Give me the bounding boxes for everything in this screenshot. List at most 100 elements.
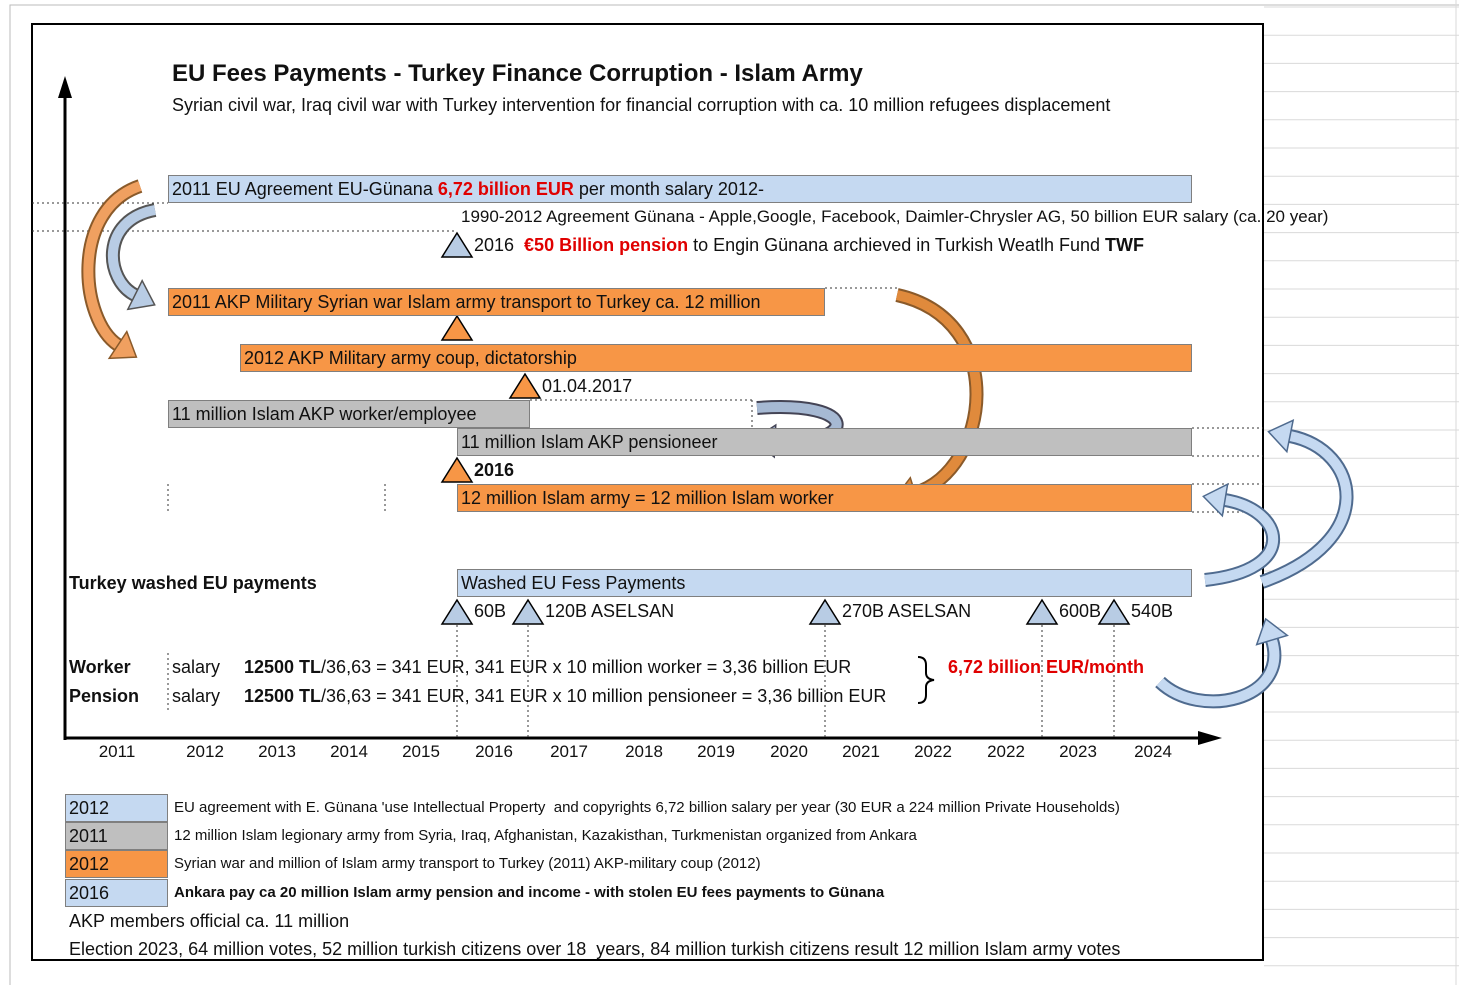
text-run: 12500 TL (244, 686, 322, 706)
legend-text: Syrian war and million of Islam army tra… (174, 855, 761, 873)
row-unit: salary (172, 657, 221, 677)
year-label: 2018 (625, 742, 663, 761)
text-run: 1990-2012 Agreement Günana - Apple,Googl… (461, 207, 1329, 226)
curved-arrow (1156, 638, 1280, 707)
bar-label: 2011 EU Agreement EU-Günana 6,72 billion… (172, 175, 764, 203)
marker-label: 540B (1131, 601, 1174, 621)
marker-label: 2016 (474, 456, 514, 484)
year-label: 2014 (330, 742, 368, 761)
text-run: 2011 EU Agreement EU-Günana (172, 179, 438, 199)
subtitle: Syrian civil war, Iraq civil war with Tu… (172, 95, 1111, 115)
arrow-head (1267, 419, 1295, 454)
marker-label: 2016 €50 Billion pension to Engin Günana… (474, 231, 1144, 259)
bar (168, 288, 825, 316)
curved-arrow-outline (895, 288, 984, 500)
text-run: to Engin Günana archieved in Turkish Wea… (688, 235, 1105, 255)
bar-label: 12 million Islam army = 12 million Islam… (461, 484, 834, 512)
salary-total: 6,72 billion EUR/month (948, 657, 1145, 677)
curved-arrow (107, 205, 157, 300)
marker-triangle (440, 231, 474, 258)
arrow-head (1255, 617, 1289, 646)
text-run: 12500 TL (244, 657, 322, 677)
legend-key (65, 794, 168, 822)
legend-key-label: 2011 (69, 826, 108, 847)
curved-arrow (1260, 431, 1352, 587)
text-run: 2016 (474, 460, 515, 480)
brace (917, 656, 935, 704)
legend-text: Ankara pay ca 20 million Islam army pens… (174, 883, 885, 901)
bar (240, 344, 1192, 372)
year-label: 2017 (550, 742, 588, 761)
marker-triangle (508, 372, 542, 399)
text-run: 11 million Islam AKP worker/employee (172, 404, 477, 424)
frame (31, 23, 1264, 961)
arrow-head (1202, 482, 1229, 518)
arrow-head (126, 279, 156, 311)
curved-arrow (83, 181, 142, 350)
text-run: 12 million Islam army = 12 million Islam… (461, 488, 834, 508)
text-run: 2012 AKP Military army coup, dictatorshi… (244, 348, 577, 368)
text-run: TWF (1105, 235, 1144, 255)
legend-key-label: 2012 (69, 798, 110, 818)
text-run: 2011 AKP Military Syrian war Islam army … (172, 292, 761, 312)
year-label: 2023 (1059, 742, 1097, 761)
bar (168, 175, 1192, 203)
marker-triangle (1025, 598, 1059, 625)
row-label: Pension (69, 686, 140, 706)
legend-key-label: 2016 (69, 882, 110, 903)
text-run: 11 million Islam AKP pensioneer (461, 432, 718, 452)
marker-triangle (511, 598, 545, 625)
year-label: 2011 (98, 742, 136, 761)
bar-label: Washed EU Fess Payments (461, 573, 686, 593)
text-run: 01.04.2017 (542, 376, 633, 396)
bar-label: 2011 AKP Military Syrian war Islam army … (172, 288, 761, 316)
year-label: 2022 (987, 742, 1025, 761)
marker-triangle (1097, 598, 1131, 625)
bar (457, 428, 1192, 456)
text-run: /36,63 = 341 EUR, 341 EUR x 10 million w… (321, 657, 852, 677)
x-axis-arrow (1198, 731, 1222, 745)
year-label: 2024 (1134, 742, 1172, 761)
row-label: Turkey washed EU payments (69, 573, 317, 593)
legend-text: EU agreement with E. Günana 'use Intelle… (174, 799, 1120, 816)
row-text: 12500 TL/36,63 = 341 EUR, 341 EUR x 10 m… (244, 653, 851, 681)
row-label: Worker (69, 657, 131, 677)
year-label: 2012 (186, 742, 224, 761)
text-run: €50 Billion pension (524, 235, 689, 255)
bar-label: 11 million Islam AKP pensioneer (461, 428, 717, 456)
title: EU Fees Payments - Turkey Finance Corrup… (172, 60, 863, 87)
text-run: 6,72 billion EUR (437, 179, 574, 199)
note: Election 2023, 64 million votes, 52 mill… (69, 939, 1121, 959)
year-label: 2019 (697, 742, 735, 761)
year-label: 2021 (842, 742, 880, 761)
legend-key-label: 2012 (69, 854, 110, 875)
bar (457, 484, 1192, 512)
sheet-border (9, 4, 1459, 985)
text-run: per month salary 2012- (573, 179, 764, 199)
legend-text: 12 million Islam legionary army from Syr… (174, 827, 917, 845)
year-label: 2020 (770, 742, 808, 761)
marker-label: 120B ASELSAN (545, 601, 675, 621)
arrow-head (107, 329, 138, 360)
marker-label: 270B ASELSAN (842, 601, 972, 621)
marker-triangle (808, 598, 842, 625)
curved-arrow (1204, 495, 1278, 585)
bar-label: 2012 AKP Military army coup, dictatorshi… (244, 344, 577, 372)
year-label: 2015 (402, 742, 440, 761)
bar (457, 569, 1192, 597)
note: AKP members official ca. 11 million (69, 911, 350, 931)
curved-arrow (895, 290, 982, 498)
text-run: /36,63 = 341 EUR, 341 EUR x 10 million p… (321, 686, 887, 706)
year-label: 2013 (258, 742, 296, 761)
bar-label: 11 million Islam AKP worker/employee (172, 400, 476, 428)
legend-key (65, 850, 168, 879)
row-unit: salary (172, 686, 221, 706)
year-label: 2022 (914, 742, 952, 761)
legend-key (65, 878, 168, 907)
bar-label: 1990-2012 Agreement Günana - Apple,Googl… (461, 203, 1328, 231)
bar (168, 400, 530, 428)
text-run: 2016 (474, 235, 525, 255)
marker-triangle (440, 598, 474, 625)
